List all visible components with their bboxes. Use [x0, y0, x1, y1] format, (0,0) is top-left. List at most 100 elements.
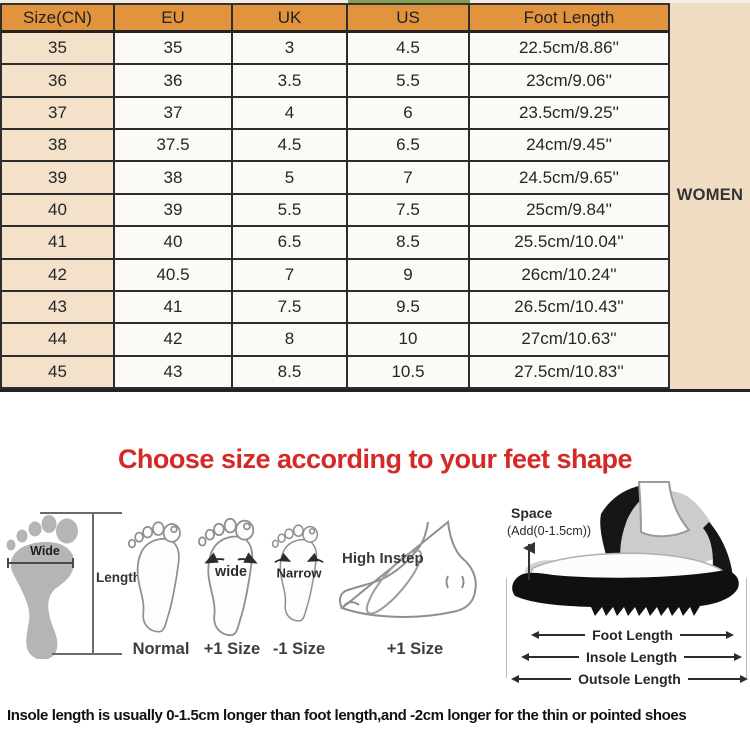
- header-uk: UK: [233, 3, 348, 33]
- table-cell: 40: [115, 227, 233, 260]
- table-cell-size-cn: 41: [0, 227, 115, 260]
- header-us: US: [348, 3, 470, 33]
- foot-wide-overlay-label: wide: [214, 564, 247, 580]
- table-cell-size-cn: 36: [0, 65, 115, 98]
- insole-length-label: Insole Length: [586, 648, 677, 665]
- foot-wide-graphic: wide: [197, 517, 258, 637]
- length-measure-line: [92, 512, 94, 655]
- arrow-right-icon: [726, 630, 734, 639]
- table-cell-size-cn: 45: [0, 356, 115, 389]
- table-cell: 6: [348, 97, 470, 131]
- table-cell: 8.5: [233, 356, 348, 389]
- table-cell-size-cn: 38: [0, 130, 115, 163]
- table-cell: 6.5: [233, 227, 348, 260]
- table-cell: 5: [233, 162, 348, 195]
- space-note-label: (Add(0-1.5cm)): [507, 524, 591, 538]
- arrow-right-icon: [734, 652, 742, 661]
- table-cell: 23cm/9.06'': [470, 65, 670, 98]
- table-cell-size-cn: 42: [0, 259, 115, 292]
- table-cell-size-cn: 37: [0, 97, 115, 131]
- table-cell: 40.5: [115, 259, 233, 292]
- header-size-cn: Size(CN): [0, 3, 115, 33]
- table-cell: 25cm/9.84'': [470, 194, 670, 228]
- table-cell-size-cn: 43: [0, 291, 115, 325]
- table-cell: 3.5: [233, 65, 348, 98]
- outsole-length-label: Outsole Length: [578, 670, 681, 687]
- women-sidebar-label: WOMEN: [670, 3, 750, 389]
- table-cell: 43: [115, 356, 233, 389]
- table-cell: 8: [233, 324, 348, 357]
- shoe-measurement-diagram: Space (Add(0-1.5cm)) Foot Length Insole …: [505, 480, 749, 688]
- table-cell: 26cm/10.24'': [470, 259, 670, 292]
- foot-high-instep-graphic: [339, 520, 477, 618]
- choose-size-heading: Choose size according to your feet shape: [117, 444, 633, 474]
- foot-high-instep-overlay-label: High Instep: [342, 550, 424, 567]
- table-cell: 7.5: [348, 194, 470, 228]
- arrow-left-icon: [531, 630, 539, 639]
- table-cell: 24cm/9.45'': [470, 130, 670, 163]
- table-cell: 10: [348, 324, 470, 357]
- insole-length-measure: Insole Length: [521, 647, 742, 666]
- space-label: Space: [511, 505, 552, 521]
- arrow-left-icon: [511, 674, 519, 683]
- length-measure-bottom-tick: [52, 653, 122, 655]
- footprint-graphic: [6, 515, 78, 659]
- left-extent-line: [506, 578, 507, 678]
- foot-narrow-caption: -1 Size: [272, 640, 326, 658]
- outsole-length-measure: Outsole Length: [511, 669, 749, 688]
- foot-narrow-graphic: Narrow: [271, 524, 324, 622]
- foot-high-instep-caption: +1 Size: [386, 640, 444, 658]
- arrow-right-icon: [740, 674, 749, 683]
- table-cell: 5.5: [348, 65, 470, 98]
- table-cell: 23.5cm/9.25'': [470, 97, 670, 131]
- table-cell: 8.5: [348, 227, 470, 260]
- table-cell: 22.5cm/8.86'': [470, 33, 670, 66]
- right-extent-line: [746, 578, 747, 678]
- footprint-wide-label: Wide: [30, 544, 60, 558]
- table-cell: 7.5: [233, 291, 348, 325]
- length-measure-top-tick: [40, 512, 122, 514]
- width-measure-line: [7, 558, 74, 568]
- foot-normal-graphic: [127, 521, 181, 633]
- table-cell: 6.5: [348, 130, 470, 163]
- table-cell: 27cm/10.63'': [470, 324, 670, 357]
- arrow-left-icon: [521, 652, 529, 661]
- table-cell: 4.5: [233, 130, 348, 163]
- table-cell: 3: [233, 33, 348, 66]
- table-cell: 7: [348, 162, 470, 195]
- table-cell: 37: [115, 97, 233, 131]
- table-cell: 25.5cm/10.04'': [470, 227, 670, 260]
- foot-normal-caption: Normal: [132, 640, 190, 658]
- table-cell: 10.5: [348, 356, 470, 389]
- table-cell: 24.5cm/9.65'': [470, 162, 670, 195]
- header-eu: EU: [115, 3, 233, 33]
- table-cell: 26.5cm/10.43'': [470, 291, 670, 325]
- table-cell: 37.5: [115, 130, 233, 163]
- foot-length-label: Foot Length: [592, 626, 673, 643]
- table-cell: 38: [115, 162, 233, 195]
- table-cell: 42: [115, 324, 233, 357]
- green-sliver-artifact: [348, 0, 470, 3]
- table-cell: 4: [233, 97, 348, 131]
- foot-wide-caption: +1 Size: [203, 640, 261, 658]
- table-cell: 35: [115, 33, 233, 66]
- table-cell-size-cn: 44: [0, 324, 115, 357]
- table-cell: 27.5cm/10.83'': [470, 356, 670, 389]
- table-cell: 7: [233, 259, 348, 292]
- header-foot-length: Foot Length: [470, 3, 670, 33]
- table-cell: 9: [348, 259, 470, 292]
- foot-length-measure: Foot Length: [531, 625, 734, 644]
- table-cell: 36: [115, 65, 233, 98]
- foot-narrow-overlay-label: Narrow: [277, 565, 323, 580]
- shoe-side-graphic: Space (Add(0-1.5cm)): [507, 481, 739, 616]
- table-cell-size-cn: 39: [0, 162, 115, 195]
- table-cell: 4.5: [348, 33, 470, 66]
- table-cell: 39: [115, 194, 233, 228]
- table-cell-size-cn: 40: [0, 194, 115, 228]
- footprint-length-label: Length: [96, 570, 141, 585]
- table-cell: 9.5: [348, 291, 470, 325]
- size-table: Size(CN) EU UK US Foot Length WOMEN 35 35…: [0, 3, 750, 392]
- table-cell: 5.5: [233, 194, 348, 228]
- table-cell: 41: [115, 291, 233, 325]
